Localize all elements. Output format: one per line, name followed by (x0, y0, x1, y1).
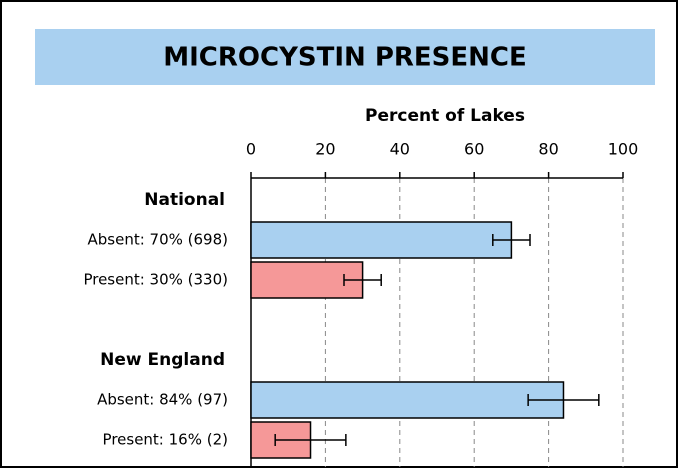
category-label: Present: 30% (330) (83, 271, 228, 289)
x-tick-label: 80 (538, 140, 558, 159)
chart-title: MICROCYSTIN PRESENCE (163, 43, 527, 73)
x-axis-label: Percent of Lakes (365, 106, 525, 126)
title-banner (35, 29, 655, 85)
group-label: New England (100, 350, 225, 370)
bar (250, 381, 565, 419)
x-tick-label: 0 (246, 140, 256, 159)
x-tick-label: 20 (315, 140, 335, 159)
x-tick-label: 100 (608, 140, 639, 159)
category-label: Absent: 84% (97) (97, 391, 228, 409)
category-label: Present: 16% (2) (103, 431, 228, 449)
x-tick-label: 40 (390, 140, 410, 159)
group-label: National (144, 190, 225, 210)
category-label: Absent: 70% (698) (88, 231, 228, 249)
x-tick-label: 60 (464, 140, 484, 159)
bar (250, 221, 513, 259)
